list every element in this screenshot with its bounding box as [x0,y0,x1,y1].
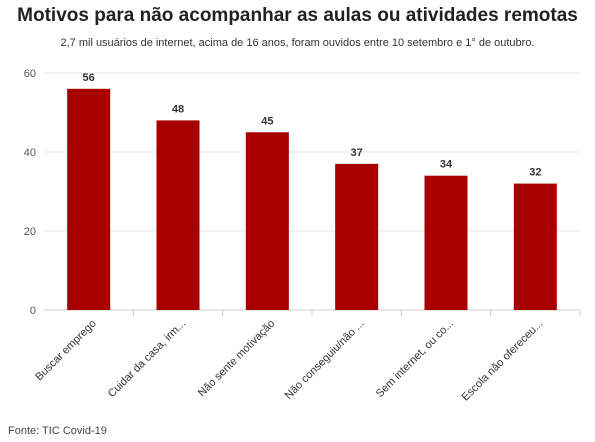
y-tick-label: 40 [24,147,36,159]
x-tick-label: Cuidar da casa, irm... [106,318,188,400]
y-tick-label: 0 [30,305,36,317]
y-tick-label: 20 [24,226,36,238]
y-tick-label: 60 [24,68,36,80]
x-tick-label: Escola não ofereceu... [460,318,546,404]
data-label: 48 [172,103,184,115]
chart-title: Motivos para não acompanhar as aulas ou … [17,5,578,26]
bar [513,183,557,310]
data-label: 56 [83,72,95,84]
data-label: 45 [261,115,273,127]
data-label: 34 [440,159,453,171]
chart-subtitle: 2,7 mil usuários de internet, acima de 1… [60,37,535,49]
x-tick-label: Buscar emprego [33,318,99,384]
x-tick-label: Sem internet, ou co... [374,318,456,400]
source-note: Fonte: TIC Covid-19 [8,425,107,437]
data-label: 32 [529,167,541,179]
x-tick-label: Não conseguiu/não ... [283,318,367,402]
bar [156,120,200,311]
data-label: 37 [351,147,363,159]
bar [335,163,379,310]
bar [424,175,468,310]
bar [67,88,111,310]
bar [245,132,289,310]
x-tick-label: Não sente motivação [196,318,278,400]
